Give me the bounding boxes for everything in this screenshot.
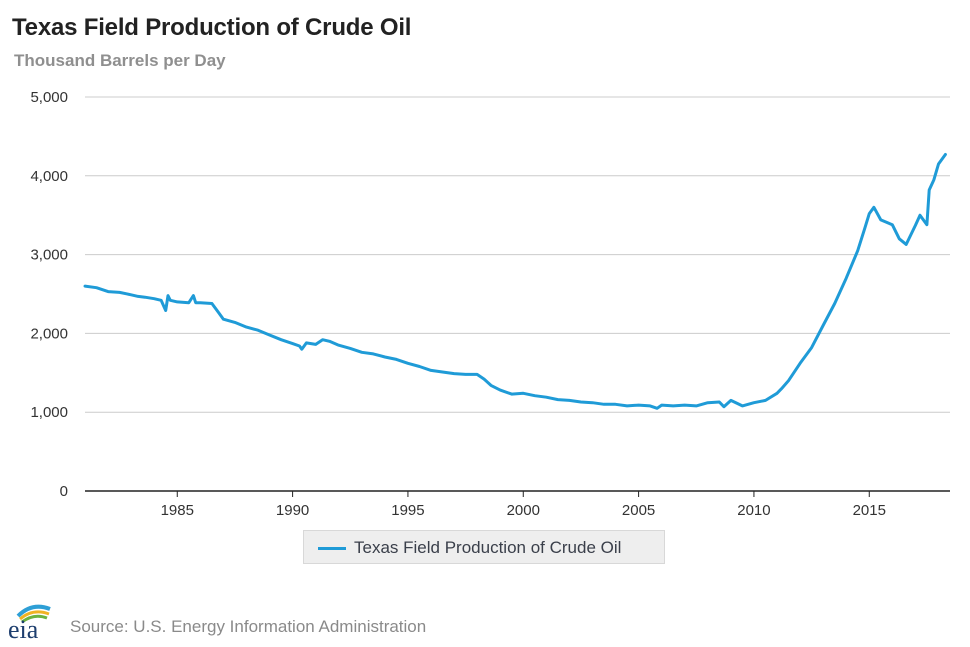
y-tick-label: 0 <box>60 483 68 500</box>
chart-subtitle: Thousand Barrels per Day <box>14 51 226 70</box>
logo-arc-blue <box>16 604 51 618</box>
series-layer <box>83 153 947 410</box>
gridlines <box>85 96 950 413</box>
x-axis-ticks: 1985 1990 1995 2000 2005 2010 2015 <box>161 491 886 519</box>
logo-arc-yellow <box>19 610 50 621</box>
x-tick-label: 2005 <box>622 502 655 519</box>
y-tick-label: 1,000 <box>30 404 68 421</box>
y-axis-ticks: 0 1,000 2,000 3,000 4,000 5,000 <box>30 89 68 500</box>
y-tick-label: 2,000 <box>30 325 68 342</box>
y-tick-label: 3,000 <box>30 247 68 264</box>
eia-logo: eia <box>8 604 51 642</box>
x-tick-label: 1985 <box>161 502 194 519</box>
legend-swatch <box>318 547 346 550</box>
chart-title: Texas Field Production of Crude Oil <box>12 14 412 41</box>
x-tick-label: 1995 <box>391 502 424 519</box>
source-note: Source: U.S. Energy Information Administ… <box>70 617 427 636</box>
legend[interactable]: Texas Field Production of Crude Oil <box>303 530 665 564</box>
logo-arc-green <box>21 614 48 624</box>
x-tick-label: 2015 <box>853 502 886 519</box>
logo-text: eia <box>8 615 39 642</box>
y-tick-label: 5,000 <box>30 89 68 106</box>
y-tick-label: 4,000 <box>30 168 68 185</box>
x-tick-label: 2010 <box>737 502 770 519</box>
legend-label: Texas Field Production of Crude Oil <box>354 538 622 557</box>
x-tick-label: 2000 <box>507 502 540 519</box>
series-line <box>83 153 947 410</box>
x-tick-label: 1990 <box>276 502 309 519</box>
